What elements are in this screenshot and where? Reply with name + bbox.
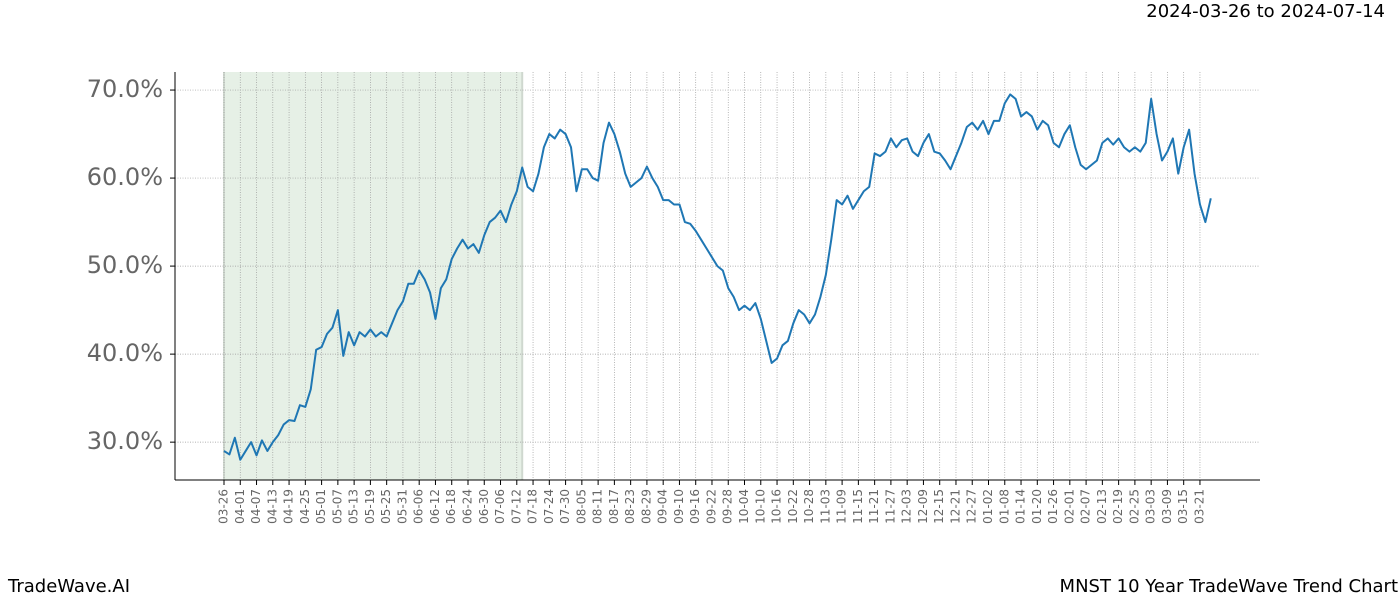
y-tick-label: 30.0% <box>87 427 163 455</box>
x-tick-label: 05-25 <box>379 489 393 524</box>
x-tick-label: 03-26 <box>217 489 231 524</box>
watermark: TradeWave.AI <box>7 576 130 597</box>
x-tick-label: 08-17 <box>607 489 621 524</box>
x-tick-label: 12-27 <box>965 489 979 524</box>
x-tick-label: 02-07 <box>1079 489 1093 524</box>
x-tick-label: 08-23 <box>623 489 637 524</box>
x-tick-label: 07-06 <box>493 489 507 524</box>
x-tick-label: 10-28 <box>802 489 816 524</box>
highlight-band <box>224 72 523 480</box>
x-tick-label: 02-01 <box>1062 489 1076 524</box>
x-tick-label: 09-28 <box>721 489 735 524</box>
x-tick-label: 10-22 <box>786 489 800 524</box>
x-tick-label: 11-27 <box>883 489 897 524</box>
date-range: 2024-03-26 to 2024-07-14 <box>1146 1 1385 22</box>
x-tick-label: 10-04 <box>737 489 751 524</box>
x-tick-label: 02-19 <box>1111 489 1125 524</box>
x-tick-label: 05-19 <box>363 489 377 524</box>
data-line <box>223 93 1212 461</box>
x-tick-label: 03-03 <box>1144 489 1158 524</box>
x-tick-label: 06-24 <box>460 489 474 524</box>
x-tick-label: 09-16 <box>688 489 702 524</box>
x-tick-label: 11-03 <box>818 489 832 524</box>
x-tick-label: 08-11 <box>591 489 605 524</box>
x-tick-label: 03-15 <box>1176 489 1190 524</box>
y-tick-label: 60.0% <box>87 163 163 191</box>
x-tick-label: 08-29 <box>639 489 653 524</box>
x-tick-label: 06-12 <box>428 489 442 524</box>
y-tick-label: 70.0% <box>87 75 163 103</box>
x-tick-label: 11-21 <box>867 489 881 524</box>
chart-title: MNST 10 Year TradeWave Trend Chart <box>1060 576 1398 597</box>
x-tick-label: 11-09 <box>835 489 849 524</box>
x-tick-label: 06-18 <box>444 489 458 524</box>
x-tick-label: 02-13 <box>1095 489 1109 524</box>
y-tick-label: 40.0% <box>87 339 163 367</box>
x-tick-label: 04-25 <box>298 489 312 524</box>
x-tick-label: 12-09 <box>916 489 930 524</box>
x-tick-label: 07-18 <box>526 489 540 524</box>
x-tick-label: 08-05 <box>574 489 588 524</box>
x-tick-label: 03-21 <box>1192 489 1206 524</box>
x-tick-label: 02-25 <box>1127 489 1141 524</box>
x-tick-label: 07-12 <box>509 489 523 524</box>
x-tick-label: 01-14 <box>1014 489 1028 524</box>
x-tick-label: 12-15 <box>932 489 946 524</box>
x-tick-label: 09-10 <box>672 489 686 524</box>
x-tick-label: 12-03 <box>900 489 914 524</box>
x-tick-label: 07-30 <box>558 489 572 524</box>
x-tick-label: 01-08 <box>997 489 1011 524</box>
x-tick-label: 04-19 <box>282 489 296 524</box>
x-tick-label: 04-13 <box>265 489 279 524</box>
x-tick-label: 09-04 <box>656 489 670 524</box>
x-tick-label: 10-10 <box>753 489 767 524</box>
x-tick-label: 07-24 <box>542 489 556 524</box>
x-tick-label: 05-13 <box>347 489 361 524</box>
x-tick-label: 12-21 <box>948 489 962 524</box>
y-tick-label: 50.0% <box>87 251 163 279</box>
x-tick-label: 06-30 <box>477 489 491 524</box>
x-tick-label: 01-02 <box>981 489 995 524</box>
x-tick-label: 05-31 <box>395 489 409 524</box>
x-tick-label: 01-26 <box>1046 489 1060 524</box>
x-tick-label: 03-09 <box>1160 489 1174 524</box>
x-tick-label: 05-01 <box>314 489 328 524</box>
x-tick-label: 05-07 <box>330 489 344 524</box>
x-tick-label: 10-16 <box>770 489 784 524</box>
x-tick-label: 11-15 <box>851 489 865 524</box>
x-tick-label: 01-20 <box>1030 489 1044 524</box>
x-tick-label: 04-01 <box>233 489 247 524</box>
x-tick-label: 04-07 <box>249 489 263 524</box>
x-tick-label: 09-22 <box>704 489 718 524</box>
x-tick-label: 06-06 <box>412 489 426 524</box>
